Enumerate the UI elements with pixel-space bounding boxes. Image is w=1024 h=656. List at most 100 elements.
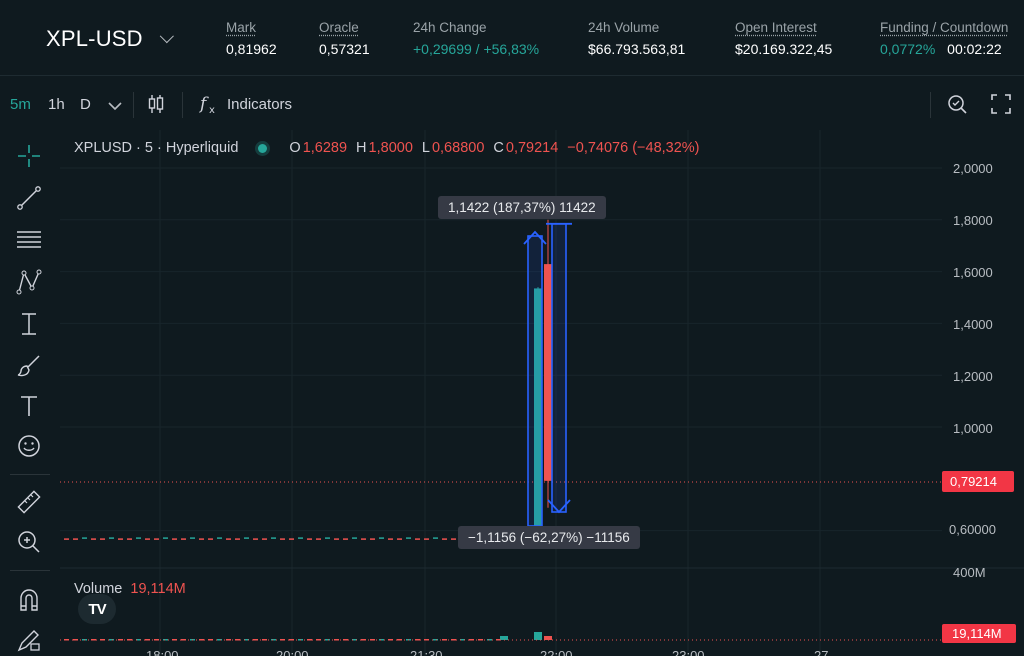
volume-bar <box>534 632 542 640</box>
oracle-label[interactable]: Oracle <box>319 20 359 35</box>
flat-candles <box>64 537 519 540</box>
chevron-down-icon[interactable] <box>103 94 127 118</box>
measure-tool[interactable] <box>523 222 572 527</box>
volume-bar <box>361 639 366 641</box>
pencil-lock-icon[interactable] <box>15 626 43 654</box>
volume-bar <box>289 639 294 641</box>
volume-bar <box>181 639 186 641</box>
toolbar-divider <box>10 474 50 475</box>
measure-up-arrow <box>523 230 547 245</box>
stat-24h-change: 24h Change +0,29699 / +56,83% <box>413 20 539 57</box>
stat-funding: Funding / Countdown 0,0772% 00:02:22 <box>880 20 1016 57</box>
price-tick: 0,60000 <box>949 522 996 537</box>
chart-toolbar: 5m 1h D f x Indicators <box>0 86 1024 124</box>
toolbar-divider <box>133 92 134 118</box>
zoom-in-icon[interactable] <box>15 528 43 556</box>
volume-bar <box>415 639 420 641</box>
volume-bar <box>271 639 276 641</box>
candle-body-down <box>544 264 552 481</box>
camera-icon[interactable] <box>945 92 969 116</box>
crosshair-icon[interactable] <box>15 142 43 170</box>
pair-selector[interactable]: XPL-USD <box>46 26 174 52</box>
text-icon[interactable] <box>15 392 43 420</box>
volume-bar <box>500 636 508 640</box>
timeframe-d[interactable]: D <box>80 96 91 113</box>
horizontal-lines-icon[interactable] <box>15 226 43 254</box>
volume-bar <box>199 639 204 641</box>
candles-icon[interactable] <box>144 92 168 116</box>
volume-bar <box>496 639 501 641</box>
fullscreen-icon[interactable] <box>989 92 1013 116</box>
indicators-button[interactable]: Indicators <box>227 96 293 113</box>
price-tick: 2,0000 <box>953 161 993 176</box>
volume-bar <box>100 639 105 641</box>
legend-high: 1,8000 <box>368 140 413 156</box>
volume-label: 24h Volume <box>588 20 660 35</box>
time-tick: 27 <box>814 648 829 656</box>
volume-bar <box>280 639 285 641</box>
ruler-icon[interactable] <box>15 488 43 516</box>
legend-high-key: H <box>356 140 367 156</box>
volume-bar <box>235 639 240 641</box>
measure-down-arrow <box>547 499 571 514</box>
volume-legend-value: 19,114M <box>130 581 186 597</box>
svg-text:x: x <box>209 105 215 116</box>
volume-tick: 400M <box>953 565 986 580</box>
timeframe-5m[interactable]: 5m <box>10 96 31 113</box>
stat-oracle: Oracle 0,57321 <box>319 20 370 57</box>
time-tick: 21:30 <box>410 648 443 656</box>
change-value: +0,29699 / +56,83% <box>413 41 540 57</box>
volume-bar <box>343 639 348 641</box>
volume-badge: 19,114M <box>942 624 1016 643</box>
measure-down-bracket <box>551 223 567 513</box>
funding-countdown: 00:02:22 <box>947 41 1002 57</box>
legend-open-key: O <box>289 140 301 156</box>
emoji-icon[interactable] <box>15 432 43 460</box>
open-interest-label[interactable]: Open Interest <box>735 20 817 35</box>
volume-bar <box>64 639 69 641</box>
tradingview-logo[interactable]: TV <box>78 594 116 624</box>
toolbar-divider <box>182 92 183 118</box>
pattern-icon[interactable] <box>15 268 43 296</box>
fx-icon[interactable]: f x <box>198 92 222 116</box>
legend-change: −0,74076 (−48,32%) <box>567 140 700 156</box>
market-header: XPL-USD Mark 0,81962 Oracle 0,57321 24h … <box>0 0 1024 76</box>
measure-up-tooltip: 1,1422 (187,37%) 11422 <box>438 196 606 219</box>
volume-bar <box>136 639 141 641</box>
legend-low-key: L <box>421 140 430 156</box>
volume-legend: Volume 19,114M <box>74 581 186 597</box>
legend-symbol: XPLUSD · 5 · Hyperliquid <box>74 140 239 156</box>
volume-bar <box>544 636 552 640</box>
measure-up-bracket <box>527 235 543 527</box>
volume-bar <box>73 639 78 641</box>
measure-down-tooltip: −1,1156 (−62,27%) −11156 <box>458 526 640 549</box>
volume-bar <box>91 639 96 641</box>
mark-label[interactable]: Mark <box>226 20 256 35</box>
candle-body-up <box>534 288 542 531</box>
time-tick: 22:00 <box>540 648 573 656</box>
volume-bar <box>307 639 312 641</box>
time-tick: 23:00 <box>672 648 705 656</box>
volume-bar <box>316 639 321 641</box>
timeframe-1h[interactable]: 1h <box>48 96 65 113</box>
price-tick: 1,2000 <box>953 369 993 384</box>
funding-label[interactable]: Funding / Countdown <box>880 20 1009 35</box>
brush-icon[interactable] <box>15 352 43 380</box>
measure-range-icon[interactable] <box>15 310 43 338</box>
price-tick: 1,0000 <box>953 421 993 436</box>
volume-bar <box>433 639 438 641</box>
volume-bar <box>163 639 168 641</box>
stat-open-interest: Open Interest $20.169.322,45 <box>735 20 832 57</box>
change-label: 24h Change <box>413 20 487 35</box>
volume-bar <box>145 639 150 641</box>
magnet-icon[interactable] <box>15 586 43 614</box>
volume-bars <box>60 632 942 641</box>
chart-legend: XPLUSD · 5 · Hyperliquid O 1,6289 H 1,8000… <box>74 140 709 156</box>
volume-bar <box>172 639 177 641</box>
trend-line-icon[interactable] <box>15 184 43 212</box>
volume-bar <box>217 639 222 641</box>
legend-low: 0,68800 <box>431 140 485 156</box>
legend-close: 0,79214 <box>505 140 559 156</box>
stat-mark: Mark 0,81962 <box>226 20 277 57</box>
